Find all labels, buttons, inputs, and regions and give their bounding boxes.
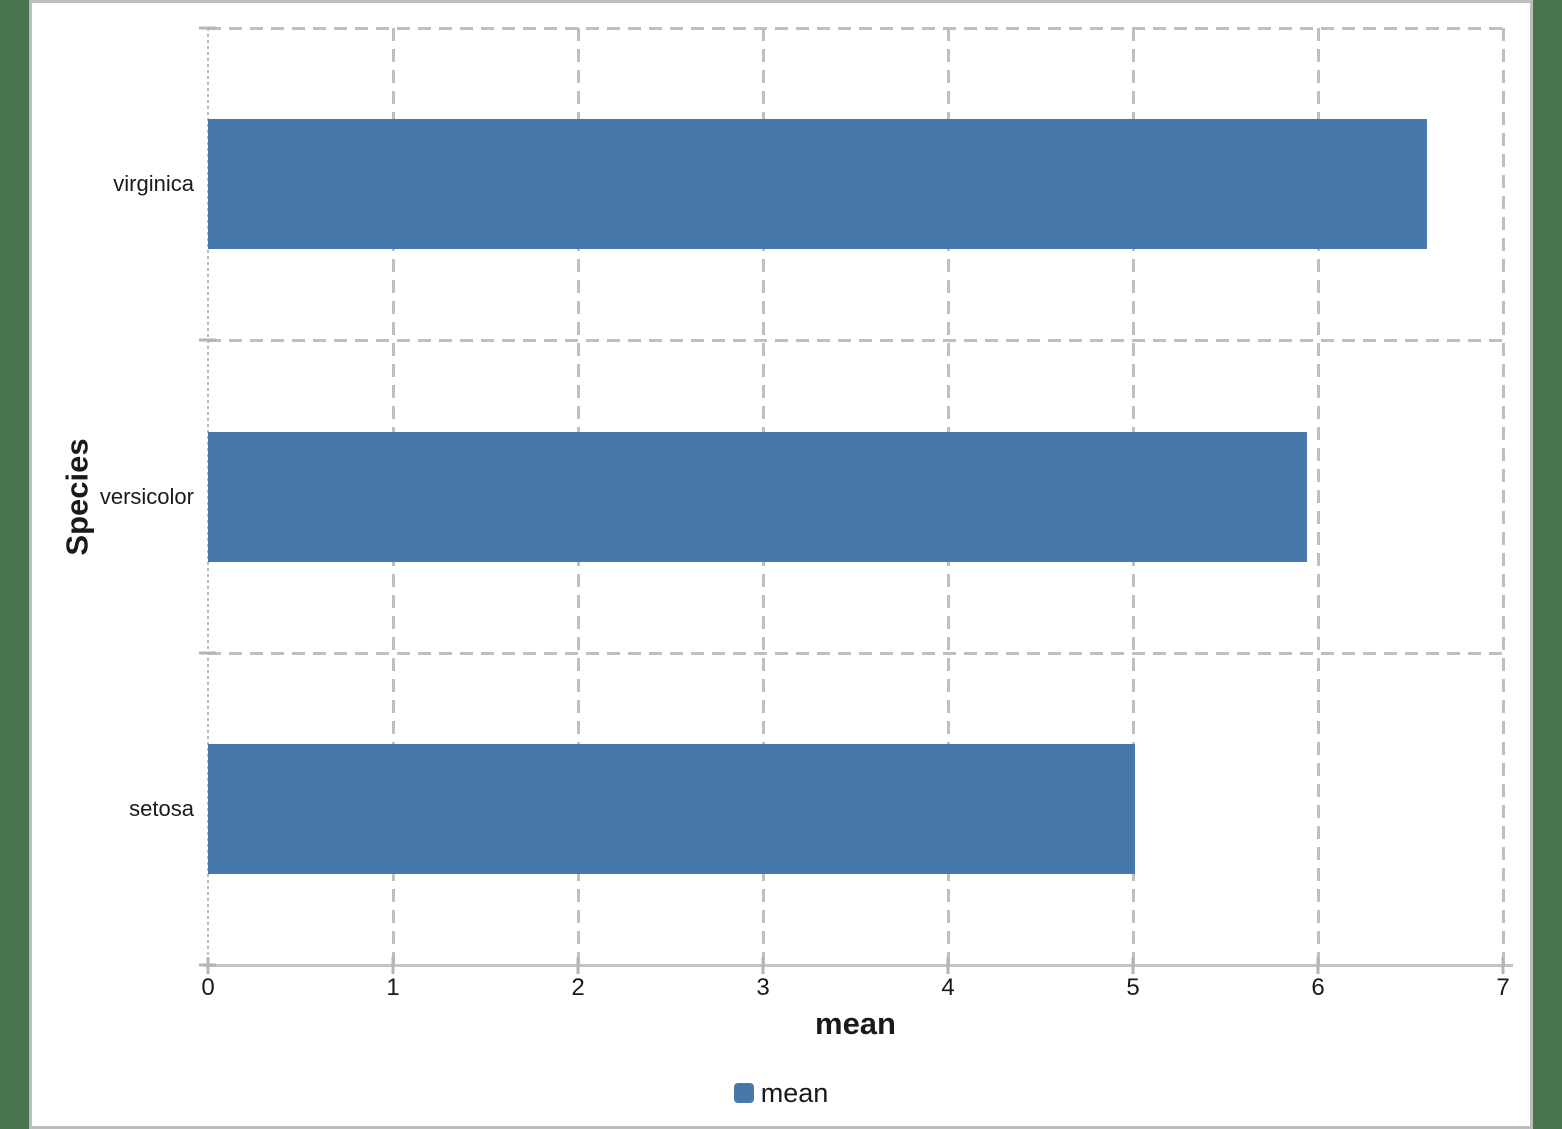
y-tick-mark-3 <box>199 963 216 967</box>
x-tick-label-6: 6 <box>1311 974 1325 1001</box>
plot-area <box>199 26 1513 974</box>
y-tick-mark-1 <box>199 338 216 342</box>
y-tick-mark-0 <box>199 26 216 30</box>
legend-label-mean[interactable]: mean <box>760 1077 829 1108</box>
x-tick-label-5: 5 <box>1126 974 1140 1001</box>
x-tick-label-0: 0 <box>201 974 215 1001</box>
y-tick-mark-2 <box>199 651 216 655</box>
bar-setosa[interactable] <box>208 743 1135 874</box>
category-labels: virginica versicolor setosa <box>32 28 194 965</box>
horizontal-gridline-2 <box>208 651 1503 655</box>
legend-marker-mean[interactable] <box>733 1083 754 1103</box>
bar-virginica[interactable] <box>208 119 1428 250</box>
x-tick-mark-6 <box>1316 957 1320 974</box>
legend[interactable]: mean <box>29 1077 1533 1109</box>
x-tick-label-3: 3 <box>756 974 770 1001</box>
x-tick-mark-2 <box>576 957 580 974</box>
horizontal-gridline-1 <box>208 339 1503 343</box>
plot-right-border <box>1502 28 1505 965</box>
bar-versicolor[interactable] <box>208 431 1307 562</box>
x-tick-label-4: 4 <box>941 974 955 1001</box>
x-axis-tick-labels: 0 1 2 3 4 5 6 7 <box>201 974 1509 1006</box>
x-tick-mark-3 <box>761 957 765 974</box>
category-label-versicolor: versicolor <box>99 483 194 509</box>
x-tick-label-2: 2 <box>571 974 585 1001</box>
vertical-gridline-6 <box>1317 28 1320 965</box>
x-tick-mark-1 <box>391 957 395 974</box>
category-label-setosa: setosa <box>129 795 194 821</box>
category-label-virginica: virginica <box>113 171 194 197</box>
x-tick-mark-7 <box>1501 957 1505 974</box>
x-tick-label-1: 1 <box>386 974 400 1001</box>
x-axis-line <box>204 964 1513 967</box>
plot-top-border <box>208 27 1503 30</box>
x-tick-label-7: 7 <box>1496 974 1510 1001</box>
x-tick-mark-5 <box>1131 957 1135 974</box>
x-axis-title: mean <box>815 1006 896 1041</box>
x-tick-mark-4 <box>946 957 950 974</box>
